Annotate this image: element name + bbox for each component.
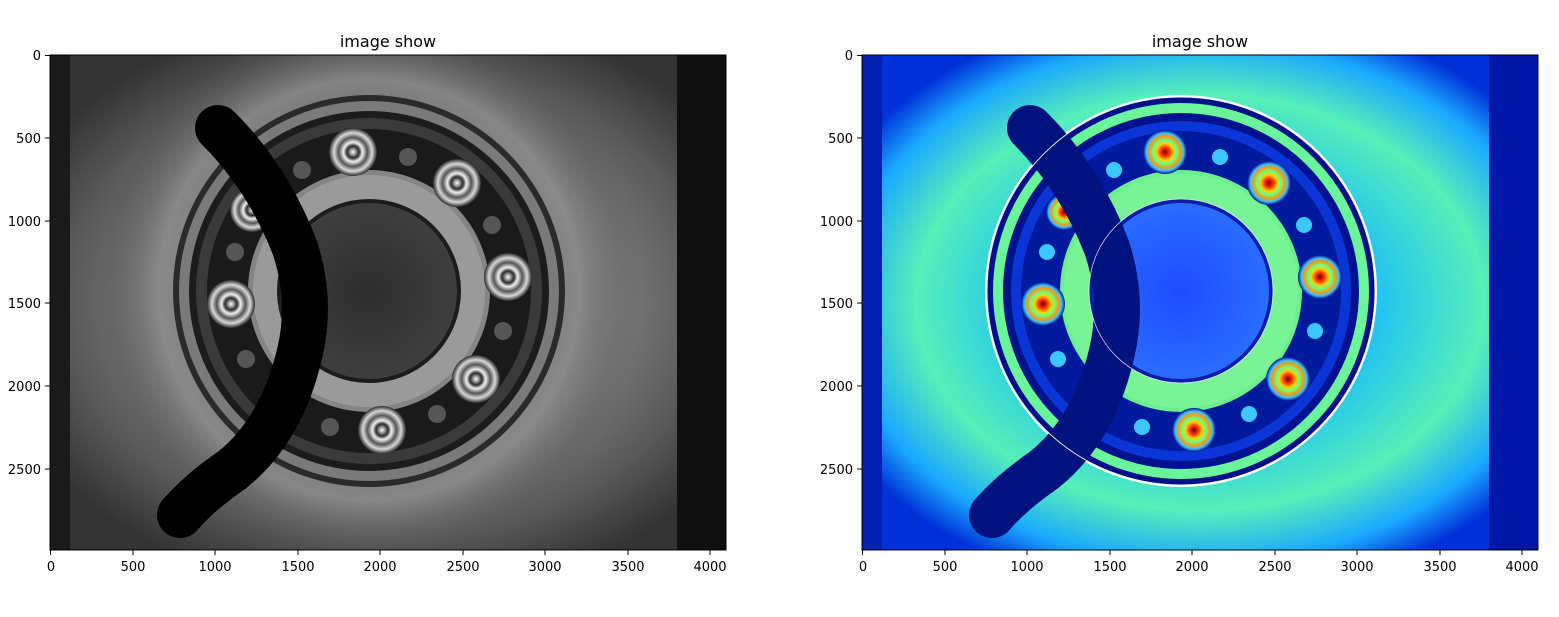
right-image-jet xyxy=(862,55,1538,550)
right-y-tick-label: 2000 xyxy=(820,380,853,395)
right-mask-stroke xyxy=(969,105,1140,538)
right-x-ticks: 0 500 1000 1500 2000 2500 3000 3500 4000 xyxy=(859,550,1539,575)
right-x-tick-label: 2000 xyxy=(1175,560,1208,575)
left-x-tick-label: 0 xyxy=(47,560,55,575)
right-x-tick-label: 500 xyxy=(933,560,958,575)
left-y-tick-label: 0 xyxy=(33,49,41,64)
left-y-tick-label: 1500 xyxy=(8,297,41,312)
right-x-tick-label: 4000 xyxy=(1505,560,1538,575)
left-y-ticks: 0 500 1000 1500 2000 2500 xyxy=(8,49,50,478)
left-x-tick-label: 2500 xyxy=(446,560,479,575)
left-x-tick-label: 2000 xyxy=(363,560,396,575)
left-y-tick-label: 2000 xyxy=(8,380,41,395)
left-y-tick-label: 1000 xyxy=(8,215,41,230)
left-x-tick-label: 1500 xyxy=(281,560,314,575)
left-axes: image show xyxy=(8,32,727,575)
right-y-tick-label: 0 xyxy=(845,49,853,64)
left-x-tick-label: 500 xyxy=(121,560,146,575)
right-x-tick-label: 3500 xyxy=(1423,560,1456,575)
right-title: image show xyxy=(1152,32,1248,51)
right-axes: image show xyxy=(820,32,1539,575)
left-y-tick-label: 500 xyxy=(16,132,41,147)
left-image-grayscale xyxy=(50,55,726,550)
right-y-tick-label: 2500 xyxy=(820,463,853,478)
right-x-tick-label: 1500 xyxy=(1093,560,1126,575)
left-x-tick-label: 3000 xyxy=(528,560,561,575)
left-y-tick-label: 2500 xyxy=(8,463,41,478)
right-x-tick-label: 0 xyxy=(859,560,867,575)
right-x-tick-label: 1000 xyxy=(1010,560,1043,575)
right-y-ticks: 0 500 1000 1500 2000 2500 xyxy=(820,49,862,478)
right-y-tick-label: 1000 xyxy=(820,215,853,230)
left-mask-stroke xyxy=(157,105,328,538)
left-x-tick-label: 4000 xyxy=(693,560,726,575)
right-x-tick-label: 2500 xyxy=(1258,560,1291,575)
right-bearing-balls xyxy=(1021,130,1342,452)
left-x-ticks: 0 500 1000 1500 2000 2500 3000 3500 4000 xyxy=(47,550,727,575)
right-y-tick-label: 500 xyxy=(828,132,853,147)
left-title: image show xyxy=(340,32,436,51)
right-y-tick-label: 1500 xyxy=(820,297,853,312)
left-x-tick-label: 3500 xyxy=(611,560,644,575)
right-x-tick-label: 3000 xyxy=(1340,560,1373,575)
left-x-tick-label: 1000 xyxy=(198,560,231,575)
